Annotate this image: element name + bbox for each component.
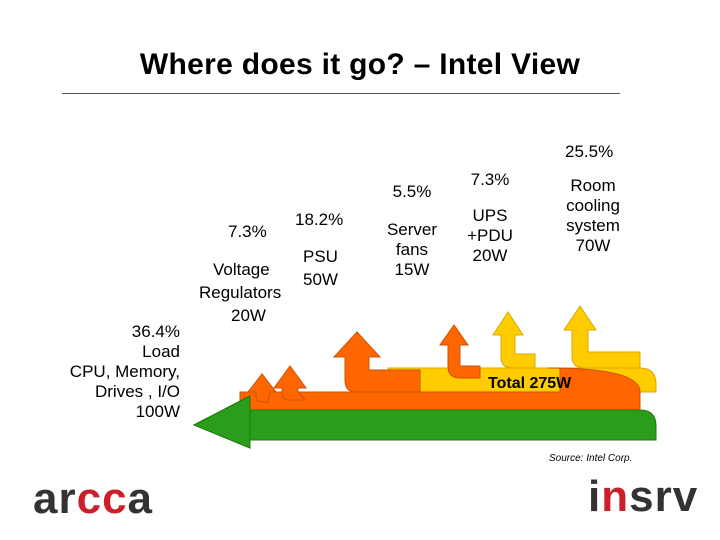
arcca-logo-part-2: cc (76, 474, 128, 523)
source-note: Source: Intel Corp. (549, 453, 633, 464)
server-fans-arrow (332, 331, 421, 393)
vr-line1: Voltage (213, 260, 270, 279)
load-watts: 100W (135, 402, 180, 421)
load-label: 36.4% Load CPU, Memory, Drives , I/O 100… (40, 322, 180, 422)
fans-line2: fans (395, 240, 429, 259)
psu-line1: PSU (303, 247, 338, 266)
vr-percent: 7.3% (228, 222, 267, 241)
ups-percent: 7.3% (470, 170, 510, 189)
room-line1: Room (570, 176, 616, 195)
ups-pdu-orange-arrow (439, 324, 481, 379)
load-desc-1: CPU, Memory, (69, 362, 180, 381)
insrv-logo-part-3: srv (629, 472, 699, 521)
psu-arrow (273, 365, 307, 401)
room-line2: cooling (566, 196, 620, 215)
vr-watts: 20W (231, 306, 266, 325)
room-watts: 70W (575, 236, 611, 255)
insrv-logo-part-2: n (601, 472, 630, 521)
load-arrow-head (192, 395, 251, 449)
arcca-logo: arcca (33, 474, 153, 524)
room-percent: 25.5% (565, 142, 614, 161)
load-title: Load (142, 342, 180, 361)
psu-percent: 18.2% (295, 210, 344, 229)
total-band-orange (239, 367, 641, 411)
insrv-logo: insrv (588, 472, 698, 522)
voltage-regulators-arrow (246, 373, 278, 403)
ups-line1: UPS (472, 206, 508, 225)
fans-watts: 15W (394, 260, 430, 279)
title-divider (62, 93, 620, 94)
load-desc-2: Drives , I/O (94, 382, 180, 401)
vr-line2: Regulators (199, 283, 282, 302)
fans-line1: Server (386, 220, 438, 239)
room-cooling-arrow (563, 305, 641, 369)
arcca-logo-part-1: ar (33, 474, 77, 523)
total-label: Total 275W (488, 375, 572, 392)
room-line3: system (566, 216, 620, 235)
ups-pdu-yellow-arrow (492, 311, 536, 369)
ups-watts: 20W (472, 246, 508, 265)
fans-label: 5.5% Server fans 15W (372, 182, 452, 280)
load-percent: 36.4% (131, 322, 180, 341)
ups-label: 7.3% UPS +PDU 20W (452, 170, 528, 266)
insrv-logo-part-1: i (588, 472, 602, 521)
fans-percent: 5.5% (392, 182, 432, 201)
ups-line2: +PDU (467, 226, 513, 245)
room-label: Room cooling system 70W (552, 176, 634, 256)
arcca-logo-part-3: a (127, 474, 154, 523)
slide-title: Where does it go? – Intel View (139, 48, 581, 81)
psu-watts: 50W (303, 270, 338, 289)
